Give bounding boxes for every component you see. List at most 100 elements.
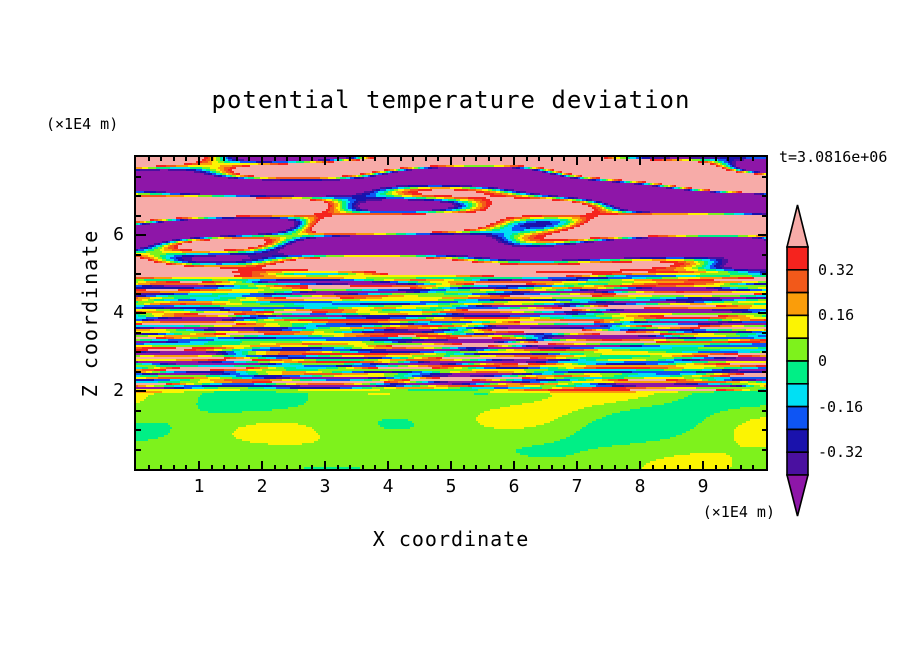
- colorbar-tick-label: -0.32: [818, 443, 864, 462]
- z-axis-tick: [762, 195, 766, 197]
- x-axis-tick: [664, 157, 666, 161]
- x-axis-tick: [450, 461, 452, 469]
- x-axis-tick: [387, 157, 389, 165]
- z-axis-tick: [136, 351, 141, 353]
- z-axis-tick: [762, 371, 766, 373]
- x-axis-tick: [400, 157, 402, 161]
- x-axis-tick: [311, 157, 313, 161]
- x-axis-tick: [715, 157, 717, 161]
- x-axis-tick: [223, 157, 225, 161]
- x-axis-tick: [412, 465, 414, 469]
- x-axis-tick: [740, 157, 742, 161]
- x-axis-tick: [236, 157, 238, 161]
- x-axis-tick: [223, 465, 225, 469]
- x-axis-tick: [601, 157, 603, 161]
- x-axis-tick: [727, 465, 729, 469]
- x-axis-tick: [463, 157, 465, 161]
- z-axis-tick: [136, 410, 141, 412]
- x-axis-tick: [677, 465, 679, 469]
- x-axis-tick: [576, 157, 578, 165]
- x-axis-tick: [437, 465, 439, 469]
- z-axis-tick: [762, 351, 766, 353]
- figure-title: potential temperature deviation: [211, 86, 691, 114]
- x-axis-tick: [626, 157, 628, 161]
- x-tick-label: 2: [256, 476, 268, 497]
- x-axis-tick: [198, 461, 200, 469]
- colorbar-over-range-arrow: [785, 204, 810, 248]
- x-axis-tick: [689, 157, 691, 161]
- z-axis-tick: [762, 254, 766, 256]
- x-axis-tick: [652, 157, 654, 161]
- z-axis-tick: [136, 195, 141, 197]
- x-axis-tick: [601, 465, 603, 469]
- z-axis-tick: [136, 176, 141, 178]
- colorbar-tick-label: 0.32: [818, 260, 855, 279]
- z-axis-tick: [762, 176, 766, 178]
- z-axis-tick: [136, 234, 146, 236]
- z-axis-tick: [136, 273, 141, 275]
- x-axis-tick: [589, 465, 591, 469]
- x-axis-tick: [236, 465, 238, 469]
- x-axis-tick: [362, 465, 364, 469]
- z-axis-tick: [762, 332, 766, 334]
- x-axis-tick: [488, 465, 490, 469]
- z-axis-tick: [136, 429, 141, 431]
- x-axis-tick: [160, 465, 162, 469]
- z-axis-tick: [136, 293, 141, 295]
- z-axis-tick: [136, 312, 146, 314]
- x-axis-tick: [299, 157, 301, 161]
- x-axis-tick: [727, 157, 729, 161]
- colorbar-segment: [786, 428, 809, 453]
- x-axis-tick: [311, 465, 313, 469]
- x-axis-tick: [450, 157, 452, 165]
- x-axis-tick: [500, 157, 502, 161]
- x-axis-tick: [160, 157, 162, 161]
- x-axis-tick: [702, 461, 704, 469]
- colorbar-segment: [786, 337, 809, 362]
- x-axis-tick: [626, 465, 628, 469]
- x-axis-tick: [337, 157, 339, 161]
- x-tick-label: 4: [382, 476, 394, 497]
- x-axis-tick: [299, 465, 301, 469]
- x-axis-tick: [387, 461, 389, 469]
- x-axis-tick: [185, 157, 187, 161]
- x-axis-tick: [589, 157, 591, 161]
- x-axis-tick: [248, 465, 250, 469]
- x-axis-tick: [652, 465, 654, 469]
- x-axis-tick: [324, 461, 326, 469]
- x-axis-tick: [261, 461, 263, 469]
- colorbar-segment: [786, 269, 809, 294]
- z-tick-label: 4: [113, 302, 124, 323]
- x-axis-tick: [148, 465, 150, 469]
- z-axis-tick: [762, 410, 766, 412]
- heatmap-canvas: [136, 157, 766, 469]
- x-axis-tick: [740, 465, 742, 469]
- z-axis-tick: [762, 429, 766, 431]
- x-axis-tick: [614, 157, 616, 161]
- z-axis-tick: [762, 215, 766, 217]
- plot-area: [134, 155, 768, 471]
- x-axis-tick: [374, 465, 376, 469]
- x-axis-tick: [664, 465, 666, 469]
- colorbar-segment: [786, 383, 809, 408]
- z-tick-label: 2: [113, 380, 124, 401]
- z-axis-tick: [136, 215, 141, 217]
- x-axis-tick: [702, 157, 704, 165]
- x-axis-tick: [500, 465, 502, 469]
- x-axis-tick: [639, 461, 641, 469]
- x-axis-tick: [488, 157, 490, 161]
- colorbar-segment: [786, 360, 809, 385]
- x-axis-tick: [173, 157, 175, 161]
- x-tick-label: 7: [571, 476, 583, 497]
- x-axis-tick: [324, 157, 326, 165]
- x-axis-tick: [526, 465, 528, 469]
- x-tick-label: 6: [508, 476, 520, 497]
- x-axis-tick: [173, 465, 175, 469]
- x-axis-tick: [349, 465, 351, 469]
- x-axis-tick: [274, 465, 276, 469]
- x-tick-label: 9: [697, 476, 709, 497]
- x-axis-tick: [286, 465, 288, 469]
- z-axis-tick: [136, 449, 141, 451]
- x-axis-tick: [286, 157, 288, 161]
